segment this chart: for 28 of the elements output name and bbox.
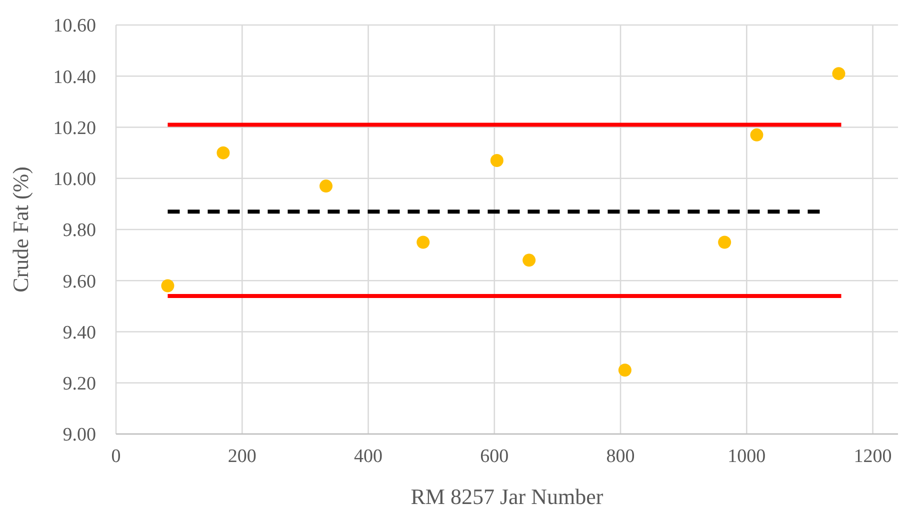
x-tick-label: 200 (228, 446, 256, 467)
point (320, 180, 333, 193)
y-tick-label: 9.60 (62, 271, 96, 292)
y-axis-title: Crude Fat (%) (8, 166, 33, 292)
point (718, 236, 732, 249)
x-tick-label: 400 (354, 446, 383, 467)
x-tick-label: 1200 (854, 446, 892, 467)
y-tick-label: 9.00 (62, 424, 96, 446)
y-tick-label: 9.20 (62, 374, 96, 395)
point (618, 364, 632, 377)
point (216, 146, 230, 160)
point (832, 67, 846, 80)
x-tick-label: 1000 (728, 446, 766, 467)
x-tick-label: 600 (480, 446, 509, 467)
point (522, 254, 536, 267)
point (750, 128, 764, 142)
x-tick-label: 800 (606, 446, 635, 467)
y-tick-label: 10.00 (53, 169, 96, 190)
x-axis-title: RM 8257 Jar Number (410, 484, 604, 509)
point (416, 236, 430, 249)
y-tick-label: 9.80 (62, 220, 96, 242)
x-tick-label: 0 (111, 446, 121, 467)
point (161, 279, 174, 292)
y-tick-label: 9.40 (62, 322, 96, 344)
y-tick-label: 10.60 (53, 16, 96, 37)
point (490, 154, 504, 167)
y-tick-label: 10.40 (53, 66, 96, 88)
y-tick-label: 10.20 (53, 118, 96, 139)
